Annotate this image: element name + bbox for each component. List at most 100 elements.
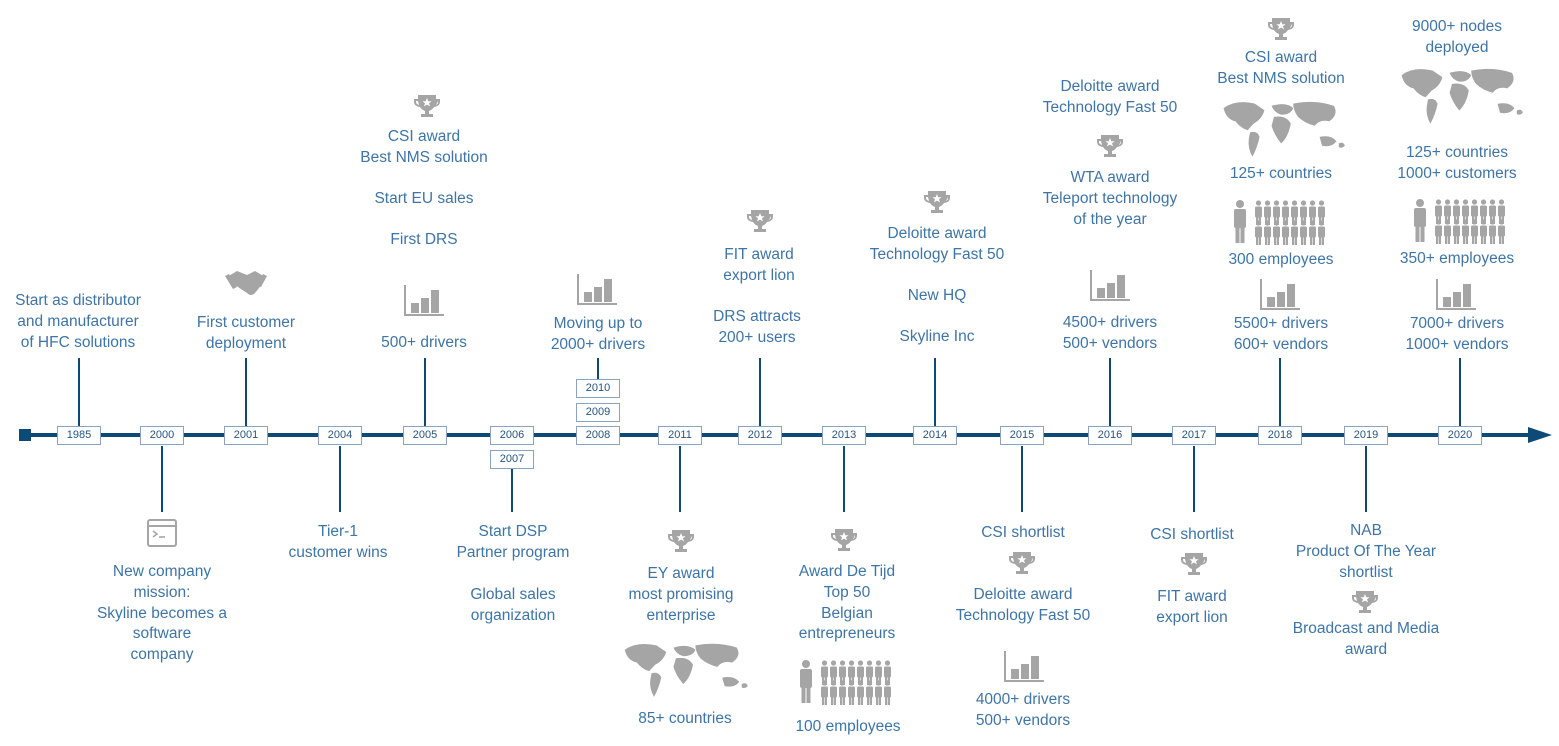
trophy-icon [924, 189, 950, 213]
year-label-2014: 2014 [913, 426, 957, 445]
milestone-text: 125+ countries [1229, 165, 1333, 182]
trophy-icon [747, 208, 773, 232]
trophy-icon [1097, 133, 1123, 157]
employees-icon [1413, 199, 1508, 244]
milestone-text: First DRS [390, 231, 458, 248]
year-label-2017: 2017 [1172, 426, 1216, 445]
milestone-text: DRS attracts 200+ users [713, 308, 801, 346]
year-label-2020: 2020 [1438, 426, 1482, 445]
year-label-1985: 1985 [57, 426, 101, 445]
milestone-text: 300 employees [1228, 251, 1334, 268]
milestone-text: New HQ [907, 287, 967, 304]
milestone-text: 100 employees [795, 718, 901, 735]
milestone-text: Global sales organization [470, 586, 556, 624]
milestone-text: Moving up to 2000+ drivers [550, 315, 646, 353]
axis-start-marker [19, 429, 31, 441]
year-label-2016: 2016 [1088, 426, 1132, 445]
connector-line [1365, 446, 1367, 512]
trophy-icon [1009, 550, 1035, 574]
connector-line [245, 358, 247, 426]
year-label-2001: 2001 [224, 426, 268, 445]
milestone-text: 9000+ nodes deployed [1411, 18, 1503, 56]
trophy-icon [1268, 16, 1294, 40]
milestone-text: New company mission: Skyline becomes a s… [96, 563, 228, 664]
milestone-text: Deloitte award Technology Fast 50 [869, 225, 1005, 263]
connector-line [679, 446, 681, 512]
terminal-window-icon [147, 519, 177, 547]
trophy-icon [831, 527, 857, 551]
bar-chart-icon [1436, 279, 1476, 310]
bar-chart-icon [404, 285, 444, 316]
year-label-2004: 2004 [318, 426, 362, 445]
connector-line [511, 469, 513, 512]
milestone-text: Tier-1 customer wins [288, 523, 388, 561]
bar-chart-icon [577, 274, 617, 305]
axis-arrow-head [1528, 427, 1552, 443]
milestone-text: Deloitte award Technology Fast 50 [955, 586, 1091, 624]
year-label-2011: 2011 [658, 426, 702, 445]
milestone-text: CSI shortlist [1150, 526, 1234, 543]
milestone-text: CSI award Best NMS solution [1217, 49, 1345, 87]
connector-line [1193, 446, 1195, 512]
connector-line [78, 358, 80, 426]
connector-line [1459, 358, 1461, 426]
handshake-icon [225, 269, 267, 299]
milestone-text: WTA award Teleport technology of the yea… [1042, 169, 1178, 228]
milestone-text: 125+ countries 1000+ customers [1397, 144, 1517, 182]
trophy-icon [1181, 551, 1207, 575]
trophy-icon [414, 93, 440, 117]
year-label-2019: 2019 [1344, 426, 1388, 445]
milestone-text: Skyline Inc [899, 328, 975, 345]
milestone-text: 4500+ drivers 500+ vendors [1062, 314, 1158, 352]
milestone-text: CSI shortlist [981, 524, 1065, 541]
connector-line [161, 446, 163, 512]
connector-line [424, 358, 426, 426]
year-label-2012: 2012 [738, 426, 782, 445]
connector-line [934, 358, 936, 426]
milestone-text: Deloitte award Technology Fast 50 [1042, 78, 1178, 116]
employees-icon [1233, 200, 1328, 245]
connector-line [759, 358, 761, 426]
milestone-text: EY award most promising enterprise [628, 565, 734, 624]
trophy-icon [1352, 589, 1378, 613]
milestone-text: Award De Tijd Top 50 Belgian entrepreneu… [798, 563, 896, 643]
year-label-2008: 2008 [576, 426, 620, 445]
world-map-icon [1392, 64, 1524, 126]
year-label-2005: 2005 [403, 426, 447, 445]
milestone-text: Start as distributor and manufacturer of… [15, 292, 141, 351]
milestone-text: 7000+ drivers 1000+ vendors [1405, 315, 1509, 353]
year-label-2006: 2006 [490, 426, 534, 445]
year-label-2018: 2018 [1258, 426, 1302, 445]
year-label-2010: 2010 [576, 379, 620, 398]
bar-chart-icon [1004, 651, 1044, 682]
milestone-text: 500+ drivers [381, 334, 467, 351]
year-label-2009: 2009 [576, 403, 620, 422]
milestone-text: Start DSP Partner program [456, 523, 570, 561]
connector-line [1109, 358, 1111, 426]
world-map-icon [1214, 97, 1346, 159]
connector-line [1279, 358, 1281, 426]
milestone-text: NAB Product Of The Year shortlist [1295, 522, 1437, 581]
connector-line [339, 446, 341, 512]
milestone-text: 85+ countries [638, 710, 732, 727]
year-label-2015: 2015 [1000, 426, 1044, 445]
employees-icon [799, 660, 894, 705]
year-label-2007: 2007 [490, 450, 534, 469]
milestone-text: Start EU sales [374, 190, 474, 207]
milestone-text: FIT award export lion [1156, 588, 1228, 626]
milestone-text: 5500+ drivers 600+ vendors [1233, 315, 1329, 353]
milestone-text: Broadcast and Media award [1292, 620, 1440, 658]
milestone-text: First customer deployment [196, 314, 296, 352]
milestone-text: FIT award export lion [723, 246, 795, 284]
world-map-icon [615, 639, 749, 699]
bar-chart-icon [1090, 270, 1130, 301]
year-label-2000: 2000 [140, 426, 184, 445]
connector-line [843, 446, 845, 512]
bar-chart-icon [1260, 279, 1300, 310]
milestone-text: CSI award Best NMS solution [360, 128, 488, 166]
connector-line [1021, 446, 1023, 512]
trophy-icon [668, 528, 694, 552]
year-label-2013: 2013 [822, 426, 866, 445]
milestone-text: 4000+ drivers 500+ vendors [975, 691, 1071, 729]
